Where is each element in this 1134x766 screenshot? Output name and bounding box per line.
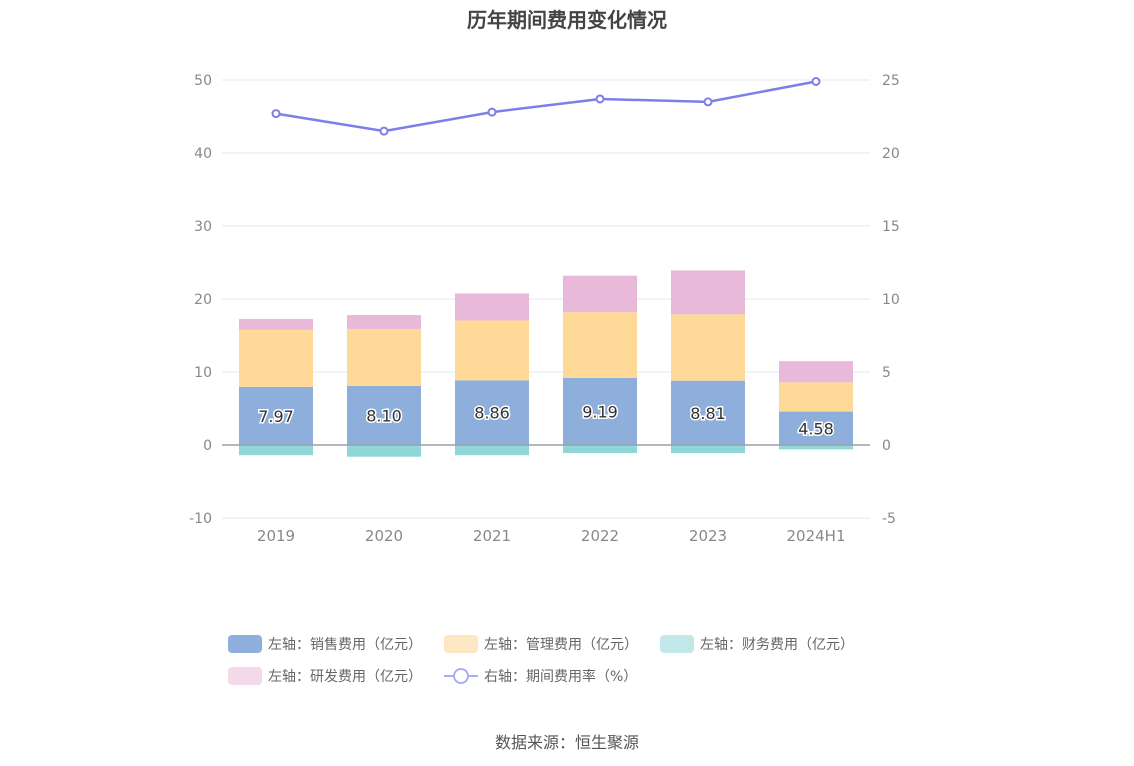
y-right-tick-label: 0 xyxy=(882,438,891,454)
bar-finance xyxy=(455,445,529,456)
legend-swatch-sales xyxy=(228,635,262,653)
x-tick-label: 2022 xyxy=(581,527,619,545)
line-point-expense-rate xyxy=(379,126,389,136)
bar-finance xyxy=(779,445,853,450)
bar-management xyxy=(779,382,853,412)
bar-management xyxy=(347,328,421,386)
bar-rnd xyxy=(347,315,421,329)
y-left-tick-label: 40 xyxy=(194,146,212,162)
y-left-tick-label: 0 xyxy=(203,438,212,454)
legend-item-rnd[interactable]: 左轴：研发费用（亿元） xyxy=(228,666,422,686)
bar-finance xyxy=(563,445,637,454)
x-tick-label: 2023 xyxy=(689,527,727,545)
bar-sales xyxy=(563,377,637,445)
bar-rnd xyxy=(779,361,853,383)
chart-canvas: -10 0 10 20 30 40 50 -5 0 5 10 15 20 25 7.97 2019 8.10 20… xyxy=(189,73,900,545)
bar-finance xyxy=(347,445,421,457)
legend-swatch-rnd xyxy=(228,667,262,685)
chart-legend: 左轴：销售费用（亿元） 左轴：管理费用（亿元） 左轴：财务费用（亿元） 左轴：研… xyxy=(228,628,928,692)
y-left-tick-label: 10 xyxy=(194,365,212,381)
x-tick-label: 2019 xyxy=(257,527,295,545)
legend-item-management[interactable]: 左轴：管理费用（亿元） xyxy=(444,634,638,654)
y-left-tick-label: 20 xyxy=(194,292,212,308)
legend-swatch-finance xyxy=(660,635,694,653)
bar-sales xyxy=(239,386,313,445)
legend-label-sales: 左轴：销售费用（亿元） xyxy=(268,637,422,653)
legend-label-management: 左轴：管理费用（亿元） xyxy=(484,637,638,653)
bar-sales xyxy=(455,380,529,445)
y-right-tick-label: 10 xyxy=(882,292,900,308)
legend-label-rnd: 左轴：研发费用（亿元） xyxy=(268,669,422,685)
bar-rnd xyxy=(563,275,637,313)
bar-finance xyxy=(671,445,745,454)
line-point-expense-rate xyxy=(703,97,713,107)
legend-label-expense-rate: 右轴：期间费用率（%） xyxy=(484,669,638,685)
bar-rnd xyxy=(455,293,529,321)
y-right-tick-label: 5 xyxy=(882,365,891,381)
data-label-sales: 9.19 xyxy=(582,402,618,421)
bar-finance xyxy=(239,445,313,456)
legend-line-marker-icon xyxy=(444,667,478,685)
bar-rnd xyxy=(671,270,745,315)
data-label-sales: 7.97 xyxy=(258,407,294,426)
y-left-tick-label: 50 xyxy=(194,73,212,89)
y-left-tick-label: -10 xyxy=(189,511,212,527)
legend-item-sales[interactable]: 左轴：销售费用（亿元） xyxy=(228,634,422,654)
x-tick-label: 2021 xyxy=(473,527,511,545)
chart-title: 历年期间费用变化情况 xyxy=(467,8,667,32)
bar-rnd xyxy=(239,318,313,330)
legend-label-finance: 左轴：财务费用（亿元） xyxy=(700,637,854,653)
y-right-tick-label: 20 xyxy=(882,146,900,162)
bar-management xyxy=(563,312,637,378)
y-left-tick-label: 30 xyxy=(194,219,212,235)
legend-row: 左轴：销售费用（亿元） 左轴：管理费用（亿元） 左轴：财务费用（亿元） xyxy=(228,628,928,660)
data-label-sales: 8.86 xyxy=(474,404,510,423)
line-point-expense-rate xyxy=(811,76,821,86)
line-point-expense-rate xyxy=(595,94,605,104)
data-label-sales: 8.10 xyxy=(366,406,402,425)
legend-item-finance[interactable]: 左轴：财务费用（亿元） xyxy=(660,634,854,654)
data-label-sales: 4.58 xyxy=(798,419,834,438)
line-point-expense-rate xyxy=(487,107,497,117)
x-tick-label: 2020 xyxy=(365,527,403,545)
legend-row: 左轴：研发费用（亿元） 右轴：期间费用率（%） xyxy=(228,660,928,692)
bar-sales xyxy=(779,411,853,445)
bar-management xyxy=(239,329,313,387)
bar-sales xyxy=(671,380,745,445)
y-right-tick-label: 15 xyxy=(882,219,900,235)
bar-sales xyxy=(347,385,421,445)
bar-management xyxy=(455,320,529,381)
y-right-tick-label: -5 xyxy=(882,511,896,527)
data-label-sales: 8.81 xyxy=(690,404,726,423)
legend-item-expense-rate[interactable]: 右轴：期间费用率（%） xyxy=(444,666,637,686)
bar-management xyxy=(671,314,745,381)
x-tick-label: 2024H1 xyxy=(787,527,846,545)
y-right-tick-label: 25 xyxy=(882,73,900,89)
legend-swatch-management xyxy=(444,635,478,653)
line-point-expense-rate xyxy=(271,109,281,119)
data-source: 数据来源：恒生聚源 xyxy=(494,733,639,752)
line-expense-rate xyxy=(275,80,817,133)
